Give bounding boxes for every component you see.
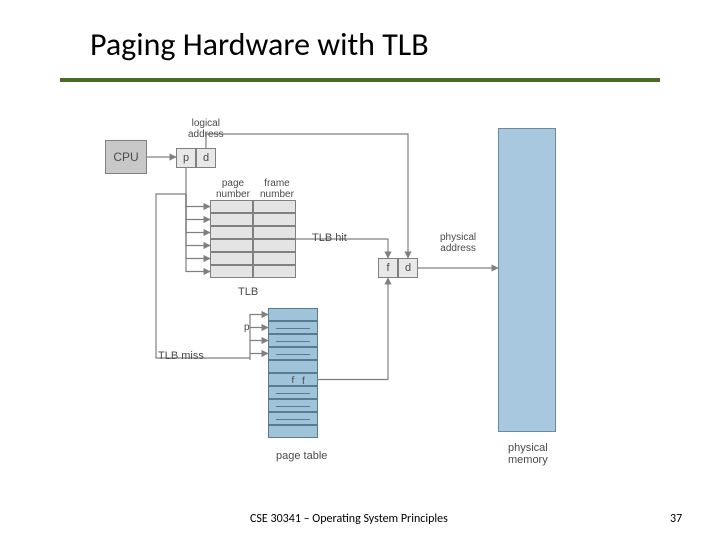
tlb-cell	[210, 213, 253, 226]
frame-number-col-label: frame number	[260, 178, 294, 200]
physical-memory-label: physical memory	[508, 442, 548, 466]
tlb-cell	[210, 200, 253, 213]
page-table-row	[268, 425, 318, 438]
tlb-label: TLB	[238, 286, 258, 298]
frame-f-box: f	[378, 258, 398, 278]
tlb-cell	[253, 226, 296, 239]
tlb-cell	[210, 252, 253, 265]
diagram-svg	[0, 0, 720, 540]
tlb-cell	[253, 200, 296, 213]
frame-d-box: d	[398, 258, 418, 278]
logical-d-box: d	[196, 148, 216, 168]
f-output-label: f	[302, 376, 305, 387]
cpu-box: CPU	[105, 140, 147, 174]
p-index-label: p	[244, 322, 250, 333]
tlb-cell	[253, 252, 296, 265]
tlb-cell	[210, 265, 253, 278]
tlb-hit-label: TLB hit	[312, 232, 347, 244]
logical-address-label: logical address	[188, 118, 224, 140]
physical-memory-box	[498, 128, 556, 432]
tlb-miss-label: TLB miss	[158, 350, 204, 362]
tlb-cell	[253, 239, 296, 252]
page-table-label: page table	[276, 450, 327, 462]
tlb-cell	[210, 226, 253, 239]
physical-address-label: physical address	[440, 232, 476, 254]
page-table-row	[268, 308, 318, 321]
tlb-cell	[210, 239, 253, 252]
tlb-cell	[253, 213, 296, 226]
page-table-row	[268, 360, 318, 373]
tlb-cell	[253, 265, 296, 278]
logical-p-box: p	[176, 148, 196, 168]
page-number-col-label: page number	[216, 178, 250, 200]
